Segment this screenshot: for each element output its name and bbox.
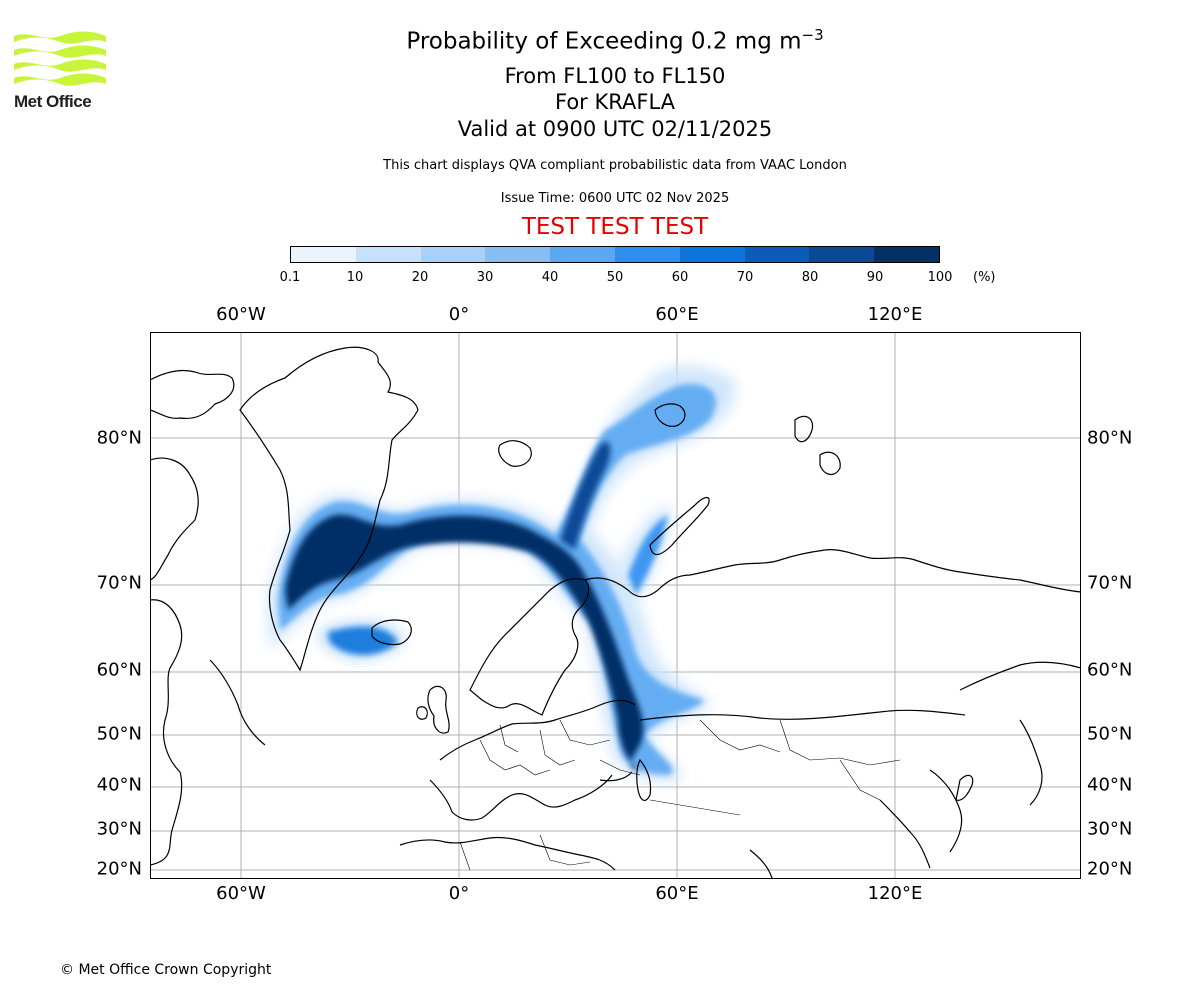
colorbar-segment [809,247,875,262]
colorbar-tick-label: 70 [736,270,754,285]
lat-label-left-40n: 40°N [96,774,142,796]
chart-title-text: Probability of Exceeding 0.2 mg m [406,28,802,55]
lat-label-right-40n: 40°N [1087,774,1133,796]
lat-label-right-50n: 50°N [1087,723,1133,745]
colorbar-segment [291,247,356,262]
lon-label-bottom-0: 0° [448,883,470,904]
valid-time: Valid at 0900 UTC 02/11/2025 [457,117,773,141]
volcano-name: For KRAFLA [555,90,675,114]
colorbar-segment [679,247,745,262]
lat-label-left-30n: 30°N [96,818,142,840]
colorbar-tick-label: 80 [801,270,819,285]
chart-title: Probability of Exceeding 0.2 mg m−3 [0,26,1200,55]
colorbar-tick-label: 10 [346,270,364,285]
lat-label-right-20n: 20°N [1087,858,1133,880]
colorbar-segment [614,247,680,262]
lat-label-left-60n: 60°N [96,659,142,681]
colorbar-units: (%) [973,270,996,285]
colorbar-tick-label: 50 [606,270,624,285]
colorbar-tick-label: 0.1 [279,270,301,285]
lon-label-top-60e: 60°E [655,304,699,325]
lat-label-left-20n: 20°N [96,858,142,880]
lon-label-bottom-120e: 120°E [867,883,923,904]
colorbar-tick-label: 90 [866,270,884,285]
copyright: © Met Office Crown Copyright [60,962,272,978]
colorbar-segment [550,247,615,262]
borders [459,719,901,871]
colorbar-tick-label: 20 [411,270,429,285]
met-office-logo-text: Met Office [14,92,92,111]
chart-title-superscript: −3 [801,26,824,44]
lon-label-top-0: 0° [448,304,470,325]
lat-label-right-70n: 70°N [1087,572,1133,594]
map [150,332,1081,879]
chart-subtitle: This chart displays QVA compliant probab… [383,158,847,173]
colorbar-segment [355,247,421,262]
colorbar [290,246,940,263]
lon-label-bottom-60e: 60°E [655,883,699,904]
lon-label-top-120e: 120°E [867,304,923,325]
lat-label-right-30n: 30°N [1087,818,1133,840]
colorbar-segment [485,247,551,262]
test-banner: TEST TEST TEST [521,214,709,240]
lat-label-right-80n: 80°N [1087,427,1133,449]
lon-label-top-60w: 60°W [216,304,266,325]
lat-label-right-60n: 60°N [1087,659,1133,681]
lat-label-left-80n: 80°N [96,427,142,449]
lat-label-left-50n: 50°N [96,723,142,745]
colorbar-tick-label: 60 [671,270,689,285]
coastlines [150,346,1081,879]
flight-level-range: From FL100 to FL150 [504,64,726,88]
colorbar-segment [874,247,939,262]
ash-plume-mid [278,384,716,775]
met-office-logo [14,31,106,86]
colorbar-segment [420,247,486,262]
colorbar-tick-label: 40 [541,270,559,285]
lat-label-left-70n: 70°N [96,572,142,594]
map-frame [150,332,1081,879]
lon-label-bottom-60w: 60°W [216,883,266,904]
colorbar-segment [744,247,810,262]
colorbar-tick-label: 30 [476,270,494,285]
issue-time: Issue Time: 0600 UTC 02 Nov 2025 [500,191,730,206]
colorbar-tick-label: 100 [927,270,953,285]
